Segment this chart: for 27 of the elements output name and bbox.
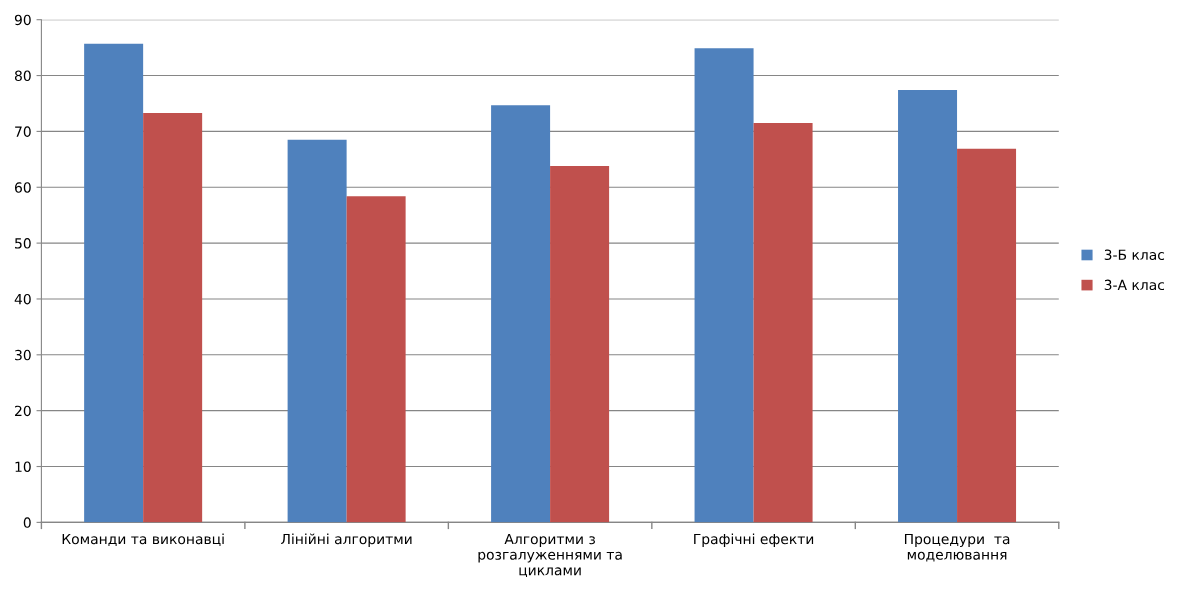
x-tick-label: Лінійні алгоритми — [281, 533, 412, 547]
y-tick-label: 40 — [14, 293, 31, 305]
bar — [753, 123, 813, 523]
bar — [694, 48, 754, 523]
y-tick-label: 20 — [15, 405, 31, 417]
y-tick-label: 10 — [15, 461, 31, 472]
y-tick-label: 80 — [14, 70, 31, 82]
bar — [491, 105, 551, 523]
bar — [957, 148, 1017, 523]
bar — [143, 112, 203, 523]
y-tick-label: 60 — [14, 182, 31, 193]
x-tick-label: Процедури та моделювання — [904, 533, 1010, 562]
bar — [346, 196, 406, 523]
y-tick-label: 90 — [14, 14, 31, 26]
legend-label: 3-А клас — [1104, 279, 1164, 291]
x-tick-label: Графічні ефекти — [694, 533, 814, 547]
y-tick-label: 30 — [15, 349, 31, 361]
bar — [550, 166, 610, 523]
x-tick-label: Команди та виконавці — [62, 533, 224, 546]
y-tick-label: 50 — [15, 238, 31, 249]
bar — [287, 139, 347, 523]
legend-label: 3-Б клас — [1104, 249, 1165, 261]
y-tick-label: 0 — [23, 517, 31, 528]
bar — [84, 43, 144, 523]
x-tick-label: Алгоритми з розгалуженнями та циклами — [478, 533, 622, 578]
y-tick-label: 70 — [15, 126, 31, 137]
bar — [898, 90, 958, 523]
